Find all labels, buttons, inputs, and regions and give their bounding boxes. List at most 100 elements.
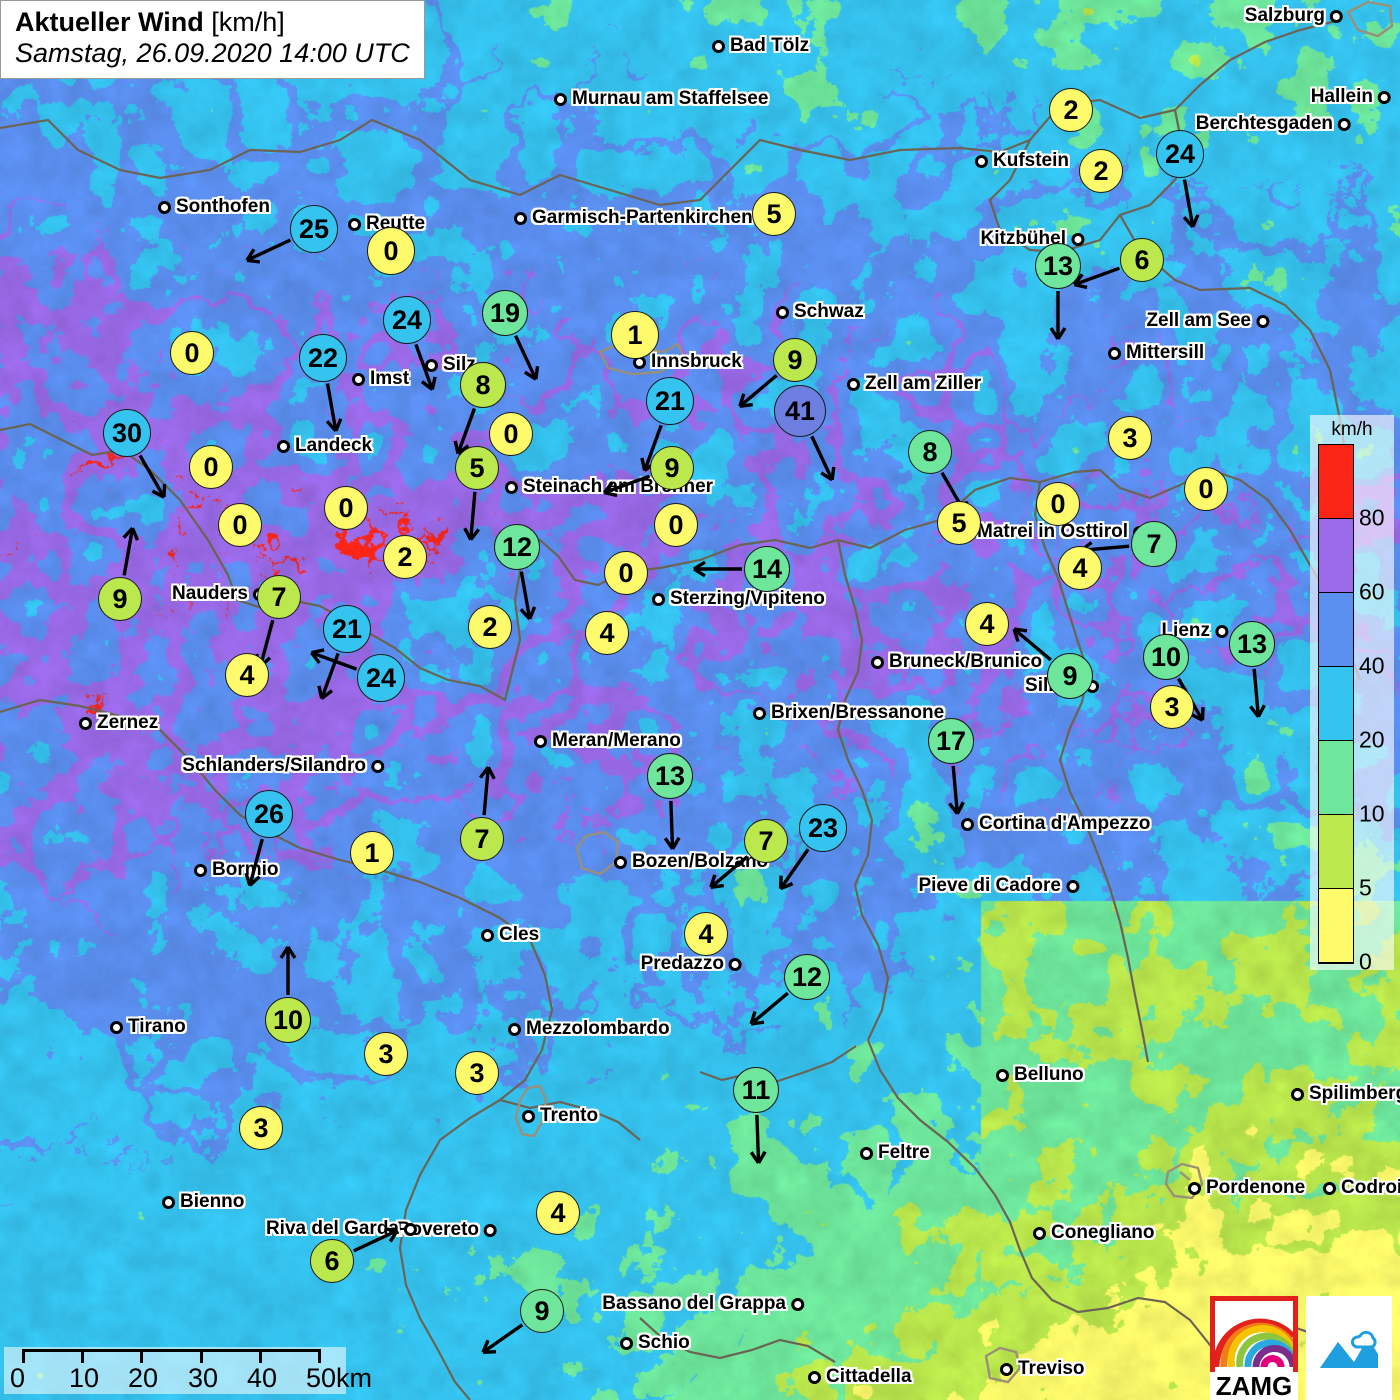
- wind-speed-badge[interactable]: 4: [225, 653, 269, 697]
- city-marker: Landeck: [277, 435, 372, 457]
- city-label: Cles: [499, 924, 540, 945]
- wind-speed-badge[interactable]: 7: [1131, 521, 1177, 567]
- wind-speed-badge[interactable]: 0: [218, 503, 262, 547]
- wind-speed-badge[interactable]: 0: [367, 227, 415, 275]
- wind-speed-badge[interactable]: 3: [455, 1051, 499, 1095]
- city-dot-icon: [1066, 879, 1079, 893]
- city-marker: Nauders: [172, 583, 266, 605]
- city-marker: Feltre: [860, 1142, 930, 1164]
- wind-direction-arrow-icon: [353, 1227, 399, 1253]
- wind-speed-badge[interactable]: 2: [1079, 149, 1123, 193]
- wind-speed-badge[interactable]: 3: [1108, 416, 1152, 460]
- wind-speed-badge[interactable]: 17: [928, 718, 974, 764]
- wind-speed-badge[interactable]: 4: [585, 611, 629, 655]
- wind-speed-badge[interactable]: 22: [299, 334, 347, 382]
- scale-tick: [140, 1349, 143, 1363]
- wind-speed-badge[interactable]: 1: [611, 311, 659, 359]
- city-marker: Zell am See: [1146, 310, 1269, 332]
- wind-speed-badge[interactable]: 14: [744, 546, 790, 592]
- wind-speed-badge[interactable]: 10: [265, 997, 311, 1043]
- city-dot-icon: [1071, 232, 1084, 246]
- wind-speed-badge[interactable]: 30: [103, 409, 151, 457]
- wind-speed-badge[interactable]: 13: [1035, 243, 1081, 289]
- wind-speed-badge[interactable]: 0: [1036, 482, 1080, 526]
- city-dot-icon: [1188, 1181, 1201, 1195]
- city-marker: Murnau am Staffelsee: [554, 88, 768, 110]
- wind-direction-arrow-icon: [709, 855, 749, 889]
- wind-speed-badge[interactable]: 13: [647, 753, 693, 799]
- wind-speed-badge[interactable]: 2: [383, 535, 427, 579]
- wind-speed-badge[interactable]: 8: [460, 362, 506, 408]
- wind-speed-badge[interactable]: 5: [937, 501, 981, 545]
- wind-speed-badge[interactable]: 5: [455, 446, 499, 490]
- wind-speed-badge[interactable]: 5: [752, 192, 796, 236]
- wind-speed-badge[interactable]: 6: [310, 1239, 354, 1283]
- wind-speed-badge[interactable]: 24: [383, 296, 431, 344]
- wind-speed-badge[interactable]: 6: [1120, 238, 1164, 282]
- wind-speed-badge[interactable]: 25: [290, 205, 338, 253]
- wind-speed-badge[interactable]: 21: [646, 377, 694, 425]
- wind-speed-badge[interactable]: 7: [460, 817, 504, 861]
- wind-speed-badge[interactable]: 9: [1047, 653, 1093, 699]
- city-dot-icon: [1000, 1362, 1013, 1376]
- wind-speed-badge[interactable]: 24: [357, 654, 405, 702]
- wind-direction-arrow-icon: [479, 766, 496, 816]
- wind-speed-badge[interactable]: 11: [733, 1067, 779, 1113]
- wind-speed-badge[interactable]: 1: [350, 831, 394, 875]
- city-marker: Codroipo: [1323, 1177, 1400, 1199]
- wind-speed-badge[interactable]: 4: [684, 912, 728, 956]
- scale-tick: [200, 1349, 203, 1363]
- wind-speed-badge[interactable]: 7: [257, 575, 301, 619]
- scale-tick: [318, 1349, 321, 1363]
- city-dot-icon: [871, 655, 884, 669]
- zamg-wordmark: ZAMG: [1215, 1371, 1293, 1400]
- wind-speed-badge[interactable]: 23: [799, 804, 847, 852]
- wind-speed-badge[interactable]: 0: [170, 331, 214, 375]
- title-line-main: Aktueller Wind [km/h]: [15, 7, 410, 37]
- city-marker: Bienno: [162, 1191, 244, 1213]
- wind-speed-badge[interactable]: 10: [1143, 634, 1189, 680]
- city-label: Mittersill: [1126, 342, 1205, 363]
- title-unit-text: [km/h]: [211, 7, 285, 37]
- wind-speed-badge[interactable]: 12: [784, 954, 830, 1000]
- wind-speed-badge[interactable]: 0: [654, 503, 698, 547]
- wind-speed-badge[interactable]: 9: [520, 1289, 564, 1333]
- city-dot-icon: [1256, 314, 1269, 328]
- city-label: Trento: [540, 1105, 599, 1126]
- city-dot-icon: [1338, 117, 1351, 131]
- scale-label: 20: [128, 1363, 159, 1393]
- wind-speed-badge[interactable]: 0: [604, 551, 648, 595]
- wind-speed-badge[interactable]: 21: [323, 605, 371, 653]
- wind-speed-badge[interactable]: 4: [536, 1191, 580, 1235]
- wind-speed-badge[interactable]: 26: [245, 790, 293, 838]
- wind-speed-badge[interactable]: 24: [1156, 130, 1204, 178]
- wind-speed-badge[interactable]: 8: [908, 430, 952, 474]
- wind-speed-badge[interactable]: 0: [1184, 467, 1228, 511]
- wind-speed-badge[interactable]: 9: [98, 577, 142, 621]
- wind-speed-badge[interactable]: 7: [744, 819, 788, 863]
- wind-speed-badge[interactable]: 4: [1058, 546, 1102, 590]
- wind-speed-badge[interactable]: 3: [1150, 685, 1194, 729]
- wind-speed-badge[interactable]: 3: [364, 1032, 408, 1076]
- wind-speed-badge[interactable]: 19: [482, 290, 528, 336]
- wind-speed-badge[interactable]: 12: [494, 524, 540, 570]
- wind-speed-badge[interactable]: 2: [468, 605, 512, 649]
- wind-speed-badge[interactable]: 4: [965, 602, 1009, 646]
- wind-speed-badge[interactable]: 9: [773, 338, 817, 382]
- wind-speed-badge[interactable]: 0: [189, 445, 233, 489]
- legend-unit-label: km/h: [1331, 419, 1373, 440]
- wind-direction-arrow-icon: [1012, 627, 1052, 662]
- wind-speed-badge[interactable]: 2: [1049, 88, 1093, 132]
- city-dot-icon: [776, 305, 789, 319]
- wind-speed-badge[interactable]: 9: [650, 446, 694, 490]
- city-label: Kitzbühel: [980, 228, 1067, 249]
- city-dot-icon: [1291, 1087, 1304, 1101]
- wind-speed-badge[interactable]: 41: [774, 385, 826, 437]
- wind-speed-badge[interactable]: 13: [1229, 621, 1275, 667]
- city-dot-icon: [791, 1297, 804, 1311]
- wind-speed-badge[interactable]: 0: [324, 486, 368, 530]
- city-label: Spilimbergo: [1309, 1083, 1400, 1104]
- wind-speed-badge[interactable]: 0: [489, 412, 533, 456]
- wind-speed-badge[interactable]: 3: [239, 1106, 283, 1150]
- city-dot-icon: [614, 855, 627, 869]
